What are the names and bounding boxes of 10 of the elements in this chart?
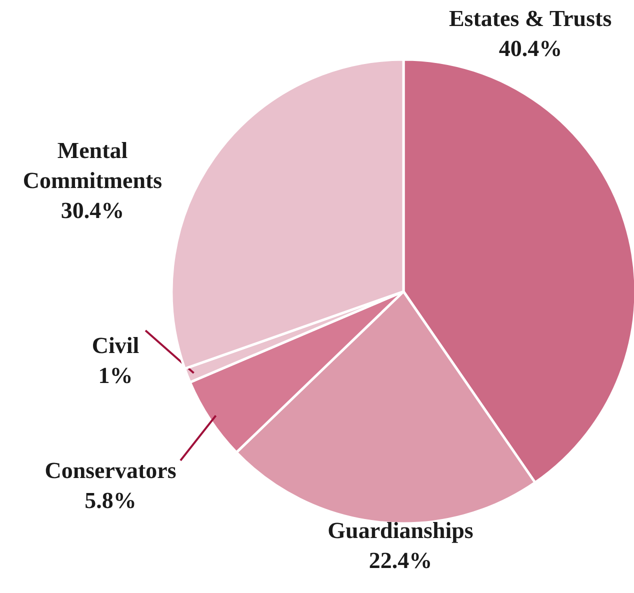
data-label: 22.4% [368, 548, 432, 573]
data-label: 1% [98, 363, 133, 388]
slice-label: Conservators [44, 458, 176, 483]
slice-label: Guardianships [328, 518, 474, 543]
data-label: 5.8% [84, 488, 136, 513]
slice-label: Estates & Trusts [448, 6, 612, 31]
data-label: 30.4% [60, 198, 124, 223]
slice-label: Mental Commitments [22, 138, 162, 193]
slice-label: Civil [92, 333, 140, 358]
data-label: 40.4% [498, 36, 562, 61]
